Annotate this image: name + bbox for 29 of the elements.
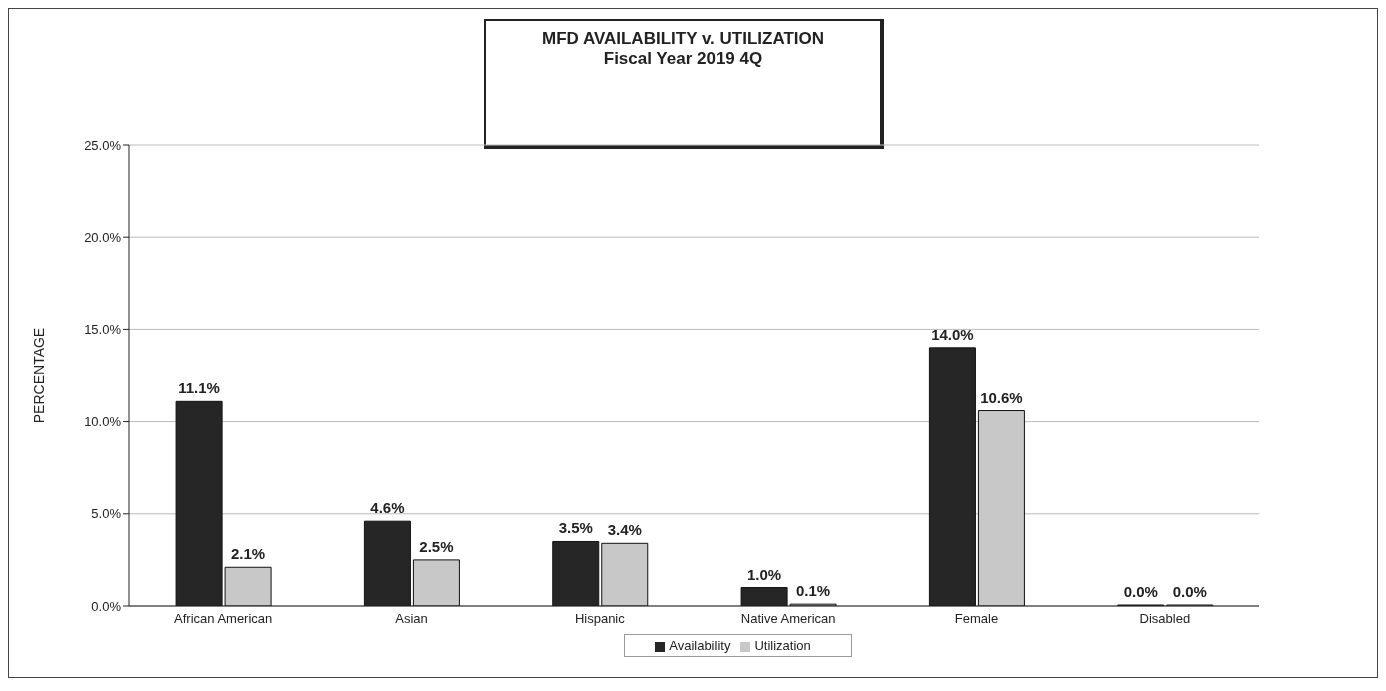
y-tick-label: 0.0% (91, 598, 122, 614)
x-tick-label: Female (954, 611, 999, 627)
data-label: 2.1% (230, 545, 266, 563)
data-label: 3.4% (607, 521, 642, 539)
x-tick-label: Disabled (1139, 611, 1191, 627)
data-label: 3.5% (558, 519, 593, 537)
data-label: 0.0% (1172, 583, 1207, 600)
chart-subtitle: Fiscal Year 2019 4Q (602, 49, 764, 69)
data-label: 0.0% (1123, 583, 1158, 600)
data-label: 2.5% (419, 537, 454, 555)
y-tick-label: 25.0% (84, 137, 122, 153)
legend-label: Utilization (754, 638, 811, 653)
y-tick-label: 10.0% (84, 414, 122, 430)
x-tick-label: Native American (740, 611, 836, 627)
chart-title: MFD AVAILABILITY v. UTILIZATION (540, 29, 826, 49)
y-tick-label: 20.0% (84, 229, 122, 245)
y-tick-label: 15.0% (84, 322, 122, 338)
x-tick-label: African American (174, 611, 273, 627)
data-label: 1.0% (746, 565, 782, 583)
y-axis-title: PERCENTAGE (30, 327, 47, 424)
data-label: 4.6% (370, 499, 405, 517)
data-label: 10.6% (980, 388, 1023, 406)
data-label: 0.1% (795, 582, 831, 600)
x-tick-label: Hispanic (574, 611, 626, 627)
x-tick-label: Asian (395, 611, 428, 627)
legend-label: Availability (669, 638, 731, 653)
data-label: 11.1% (178, 379, 220, 397)
data-label: 14.0% (931, 325, 974, 343)
y-tick-label: 5.0% (91, 506, 122, 522)
